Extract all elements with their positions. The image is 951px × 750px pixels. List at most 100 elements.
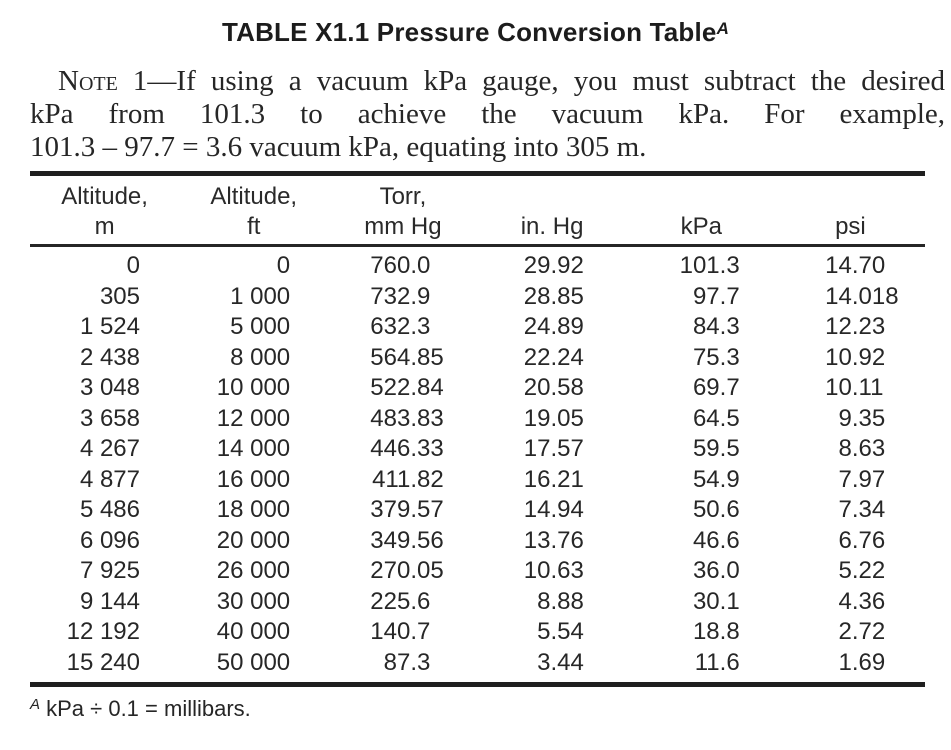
table-cell: 446.33 bbox=[370, 435, 444, 462]
table-cell: 18.8 bbox=[692, 618, 740, 645]
table-cell: 59.5 bbox=[692, 435, 740, 462]
table-cell: 8.63 bbox=[838, 435, 886, 462]
table-cell: 30.1 bbox=[692, 587, 740, 615]
table-cell: 4 267 bbox=[79, 435, 140, 462]
table-cell: 8.88 bbox=[537, 587, 584, 615]
table-cell: 22.24 bbox=[523, 343, 584, 371]
note-label: Note bbox=[58, 65, 118, 97]
table-cell: 12 192 bbox=[66, 618, 140, 645]
column-header-in-hg: in. Hg bbox=[478, 182, 627, 242]
column-header-kpa: kPa bbox=[627, 182, 776, 242]
note-paragraph: Note 1—If using a vacuum kPa gauge, you … bbox=[30, 65, 945, 164]
table-cell: 26 000 bbox=[216, 557, 291, 584]
table-cell: 411.82 bbox=[372, 465, 444, 493]
header-line-2: in. Hg bbox=[520, 213, 584, 240]
table-cell: 12 000 bbox=[216, 404, 291, 432]
table-cell: 6 096 bbox=[79, 526, 140, 554]
table-row: 6 096 20 000 349.56 13.76 46.6 6.76 bbox=[30, 526, 925, 557]
table-cell: 3 048 bbox=[79, 374, 140, 401]
table-row: 4 267 14 000 446.33 17.57 59.5 8.63 bbox=[30, 434, 925, 465]
table-cell: 632.3 bbox=[370, 313, 431, 340]
header-line-2: kPa bbox=[680, 213, 722, 240]
table-cell: 5.22 bbox=[838, 557, 886, 584]
table-cell: 8 000 bbox=[230, 343, 291, 371]
table-title-footnote-marker: A bbox=[716, 19, 730, 38]
table-cell: 75.3 bbox=[692, 343, 740, 371]
table-cell: 7.34 bbox=[838, 496, 886, 523]
table-row: 7 925 26 000 270.05 10.63 36.0 5.22 bbox=[30, 556, 925, 587]
table-row: 12 192 40 000 140.7 5.54 18.8 2.72 bbox=[30, 617, 925, 648]
table-cell: 10.63 bbox=[523, 557, 584, 584]
table-cell: 20.58 bbox=[523, 374, 584, 401]
table-cell: 18 000 bbox=[216, 496, 291, 523]
table-row: 5 486 18 000 379.57 14.94 50.6 7.34 bbox=[30, 495, 925, 526]
table-row: 4 877 16 000 411.82 16.21 54.9 7.97 bbox=[30, 465, 925, 496]
table-cell: 10.92 bbox=[825, 343, 886, 371]
table-cell: 3.44 bbox=[537, 648, 584, 676]
table-cell: 2 438 bbox=[79, 343, 140, 371]
table-cell: 46.6 bbox=[692, 526, 740, 554]
table-cell: 6.76 bbox=[838, 526, 886, 554]
table-cell: 14.018 bbox=[825, 282, 899, 310]
table-title: TABLE X1.1 Pressure Conversion TableA bbox=[0, 14, 951, 47]
table-cell: 3 658 bbox=[79, 404, 140, 432]
table-cell: 84.3 bbox=[692, 313, 740, 340]
table-cell: 564.85 bbox=[370, 343, 444, 371]
table-cell: 0 bbox=[276, 252, 291, 279]
table-cell: 2.72 bbox=[838, 618, 886, 645]
table-header-row: Altitude, m Altitude, ft Torr, mm Hg in.… bbox=[30, 176, 925, 247]
table-row: 2 438 8 000 564.85 22.24 75.3 10.92 bbox=[30, 343, 925, 374]
table-cell: 522.84 bbox=[370, 374, 444, 401]
table-cell: 1 000 bbox=[230, 282, 291, 310]
table-cell: 28.85 bbox=[523, 282, 584, 310]
table-footnote: A kPa ÷ 0.1 = millibars. bbox=[30, 691, 251, 723]
table-cell: 14 000 bbox=[216, 435, 291, 462]
table-cell: 11.6 bbox=[694, 648, 740, 676]
table-row: 15 240 50 000 87.3 3.44 11.6 1.69 bbox=[30, 648, 925, 679]
header-line-1: Altitude, bbox=[210, 183, 298, 210]
table-cell: 732.9 bbox=[370, 282, 431, 310]
table-row: 3 658 12 000 483.83 19.05 64.5 9.35 bbox=[30, 404, 925, 435]
table-cell: 349.56 bbox=[370, 526, 444, 554]
pressure-conversion-table: Altitude, m Altitude, ft Torr, mm Hg in.… bbox=[30, 171, 925, 687]
table-cell: 4.36 bbox=[838, 587, 886, 615]
column-header-psi: psi bbox=[776, 182, 925, 242]
table-cell: 5 486 bbox=[79, 496, 140, 523]
table-cell: 5 000 bbox=[230, 313, 291, 340]
table-cell: 7 925 bbox=[79, 557, 140, 584]
table-cell: 0 bbox=[126, 252, 140, 279]
table-cell: 64.5 bbox=[692, 404, 740, 432]
table-cell: 19.05 bbox=[523, 404, 584, 432]
table-title-text: TABLE X1.1 Pressure Conversion Table bbox=[221, 17, 717, 47]
table-cell: 5.54 bbox=[537, 618, 584, 645]
table-cell: 10.11 bbox=[825, 374, 884, 401]
table-cell: 36.0 bbox=[692, 557, 740, 584]
table-cell: 54.9 bbox=[692, 465, 740, 493]
column-header-altitude-ft: Altitude, ft bbox=[179, 182, 328, 242]
table-cell: 9 144 bbox=[79, 587, 140, 615]
table-row: 305 1 000 732.9 28.85 97.7 14.018 bbox=[30, 282, 925, 313]
table-row: 0 0 760.0 29.92 101.3 14.70 bbox=[30, 251, 925, 282]
table-cell: 69.7 bbox=[692, 374, 740, 401]
table-cell: 40 000 bbox=[216, 618, 291, 645]
table-cell: 7.97 bbox=[838, 465, 886, 493]
table-cell: 50 000 bbox=[216, 648, 291, 676]
table-cell: 225.6 bbox=[370, 587, 431, 615]
table-cell: 270.05 bbox=[370, 557, 444, 584]
table-cell: 16 000 bbox=[216, 465, 291, 493]
table-cell: 10 000 bbox=[216, 374, 291, 401]
table-cell: 13.76 bbox=[523, 526, 584, 554]
table-cell: 97.7 bbox=[692, 282, 740, 310]
table-cell: 1.69 bbox=[838, 648, 886, 676]
table-cell: 4 877 bbox=[79, 465, 140, 493]
note-line-1: Note 1—If using a vacuum kPa gauge, you … bbox=[30, 65, 945, 98]
table-cell: 15 240 bbox=[66, 648, 140, 676]
column-header-altitude-m: Altitude, m bbox=[30, 182, 179, 242]
table-row: 3 048 10 000 522.84 20.58 69.7 10.11 bbox=[30, 373, 925, 404]
table-cell: 87.3 bbox=[383, 648, 431, 676]
table-cell: 1 524 bbox=[79, 313, 140, 340]
column-header-torr-mmhg: Torr, mm Hg bbox=[328, 182, 477, 242]
table-body: 0 0 760.0 29.92 101.3 14.70 305 1 000 732.9 28.85… bbox=[30, 247, 925, 682]
table-cell: 16.21 bbox=[523, 465, 584, 493]
